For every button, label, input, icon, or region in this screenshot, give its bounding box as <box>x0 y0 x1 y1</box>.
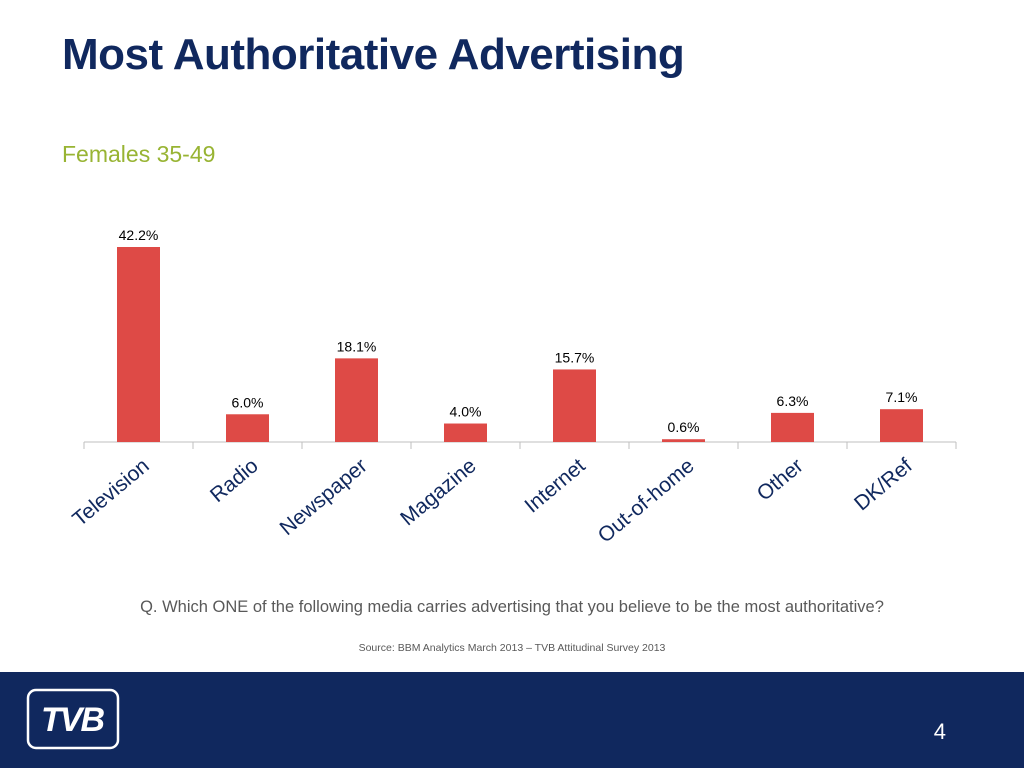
bar-internet <box>553 369 596 442</box>
data-label: 15.7% <box>555 349 595 365</box>
x-tick-label: Radio <box>206 454 263 507</box>
chart-subtitle: Females 35-49 <box>62 141 216 167</box>
data-label: 6.0% <box>232 394 264 410</box>
tvb-logo: TVB <box>26 688 120 750</box>
source-note: Source: BBM Analytics March 2013 – TVB A… <box>358 642 666 654</box>
survey-question: Q. Which ONE of the following media carr… <box>140 598 884 616</box>
x-tick-label: DK/Ref <box>850 454 917 515</box>
bar-out-of-home <box>662 439 705 442</box>
x-tick-label: Out-of-home <box>594 454 699 547</box>
data-label: 7.1% <box>886 389 918 405</box>
x-tick-label: Television <box>68 454 153 531</box>
x-tick-label: Other <box>753 454 808 505</box>
page-number: 4 <box>933 719 946 744</box>
bar-radio <box>226 414 269 442</box>
x-tick-label: Internet <box>520 454 589 518</box>
data-label: 6.3% <box>777 393 809 409</box>
bar-television <box>117 247 160 442</box>
data-label: 18.1% <box>337 338 377 354</box>
data-label: 42.2% <box>119 227 159 243</box>
data-label: 0.6% <box>668 419 700 435</box>
data-label: 4.0% <box>450 404 482 420</box>
logo-text: TVB <box>41 701 104 739</box>
bar-dk-ref <box>880 409 923 442</box>
bar-other <box>771 412 814 442</box>
slide-title: Most Authoritative Advertising <box>62 30 685 79</box>
bar-newspaper <box>335 358 378 442</box>
footer-bar: TVB 4 <box>0 672 1024 768</box>
bar-chart: 42.2% Television 6.0% Radio 18.1% Newspaper 4.… <box>68 227 957 548</box>
x-tick-label: Newspaper <box>276 454 372 540</box>
x-tick-label: Magazine <box>396 454 481 530</box>
bar-magazine <box>444 423 487 442</box>
